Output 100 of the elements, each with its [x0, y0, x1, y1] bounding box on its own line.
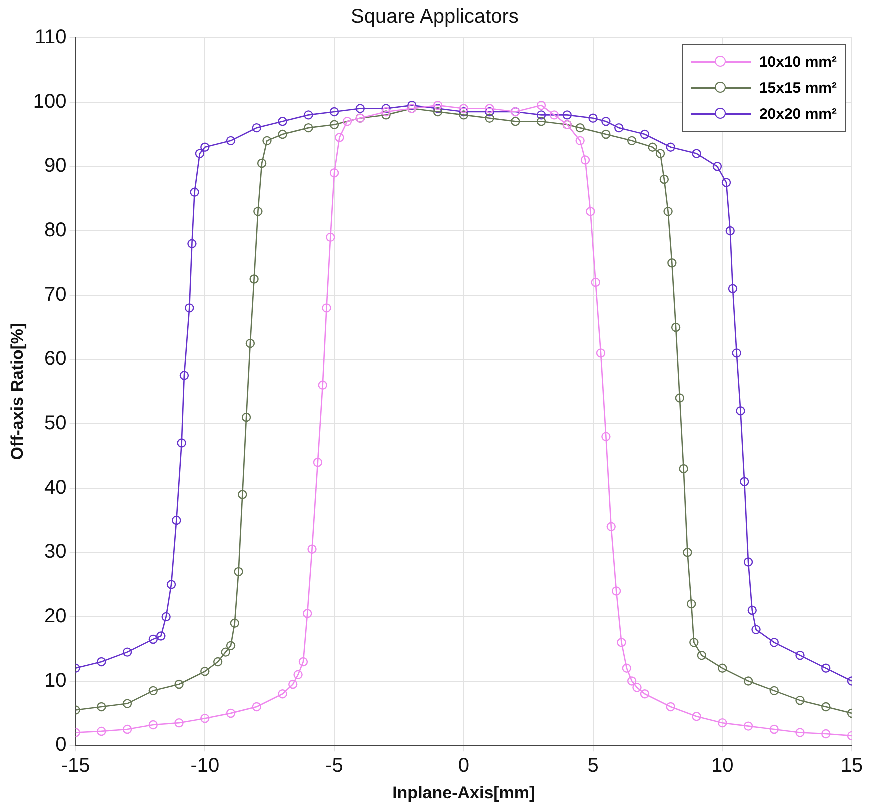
- point: [690, 638, 699, 648]
- point: [294, 670, 303, 680]
- point: [313, 458, 323, 468]
- point: [622, 664, 632, 674]
- point: [627, 676, 637, 686]
- point: [536, 117, 546, 126]
- point: [656, 149, 666, 158]
- x-tick-label: -5: [326, 755, 344, 778]
- point: [796, 728, 805, 738]
- point: [726, 226, 735, 236]
- y-tick-label: 90: [44, 155, 67, 178]
- point: [732, 348, 742, 358]
- point: [304, 110, 314, 120]
- point: [668, 258, 677, 268]
- point: [177, 438, 186, 448]
- point: [238, 490, 248, 500]
- point: [796, 696, 805, 706]
- point: [278, 690, 288, 699]
- point: [252, 123, 262, 133]
- point: [459, 110, 468, 120]
- point: [744, 722, 754, 731]
- point: [172, 516, 182, 526]
- point: [318, 380, 328, 390]
- point: [770, 724, 779, 734]
- point: [602, 130, 611, 140]
- point: [770, 686, 779, 696]
- x-axis-title: Inplane-Axis[mm]: [392, 783, 536, 802]
- legend-label: 20x20 mm²: [759, 106, 837, 122]
- point: [675, 394, 685, 403]
- point: [576, 123, 585, 133]
- point: [356, 104, 365, 114]
- point: [602, 432, 611, 442]
- point: [303, 609, 312, 618]
- point: [562, 110, 572, 120]
- point: [97, 657, 106, 667]
- point: [257, 158, 267, 168]
- y-axis-title: Off-axis Ratio[%]: [8, 323, 27, 460]
- point: [822, 729, 831, 739]
- point: [596, 348, 606, 358]
- point: [692, 149, 702, 158]
- point: [162, 612, 171, 622]
- point: [433, 107, 443, 117]
- point: [602, 117, 611, 126]
- point: [122, 724, 132, 734]
- point: [226, 136, 236, 146]
- point: [748, 606, 757, 616]
- point: [254, 207, 263, 216]
- point: [230, 618, 240, 628]
- point: [382, 104, 391, 114]
- point: [226, 708, 236, 718]
- point: [250, 274, 259, 284]
- point: [433, 100, 443, 110]
- point: [485, 104, 494, 114]
- y-tick-label: 100: [33, 90, 67, 113]
- point: [648, 142, 658, 152]
- point: [174, 718, 184, 728]
- point: [188, 239, 197, 248]
- point: [576, 136, 585, 146]
- point: [156, 632, 166, 641]
- point: [632, 683, 642, 692]
- point: [822, 702, 831, 712]
- point: [278, 117, 288, 126]
- point: [728, 284, 738, 294]
- y-tick-label: 80: [44, 219, 67, 242]
- point: [122, 699, 132, 708]
- x-tick-label: 5: [588, 755, 599, 778]
- point: [586, 207, 596, 216]
- y-tick-label: 60: [44, 348, 67, 370]
- point: [148, 686, 158, 696]
- point: [640, 130, 650, 140]
- point: [770, 638, 779, 648]
- point: [640, 690, 650, 699]
- point: [242, 412, 252, 422]
- point: [278, 130, 288, 140]
- point: [796, 650, 805, 660]
- chart-title: Square Applicators: [351, 6, 519, 28]
- point: [298, 657, 308, 667]
- point: [234, 567, 244, 577]
- point: [335, 133, 344, 142]
- point: [718, 664, 728, 674]
- point: [213, 657, 223, 667]
- legend-label: 10x10 mm²: [759, 54, 837, 70]
- x-tick-label: -15: [61, 755, 90, 778]
- point: [308, 544, 317, 554]
- point: [627, 136, 637, 146]
- point: [342, 117, 352, 126]
- point: [612, 586, 622, 596]
- point: [606, 522, 616, 532]
- point: [536, 100, 546, 110]
- point: [591, 278, 600, 288]
- point: [686, 599, 696, 609]
- point: [718, 718, 728, 728]
- point: [660, 174, 670, 184]
- point: [617, 638, 626, 648]
- x-tick-label: -10: [190, 755, 220, 778]
- point: [671, 322, 681, 332]
- point: [262, 136, 272, 146]
- point: [330, 168, 340, 178]
- point: [536, 110, 546, 120]
- point: [744, 676, 754, 686]
